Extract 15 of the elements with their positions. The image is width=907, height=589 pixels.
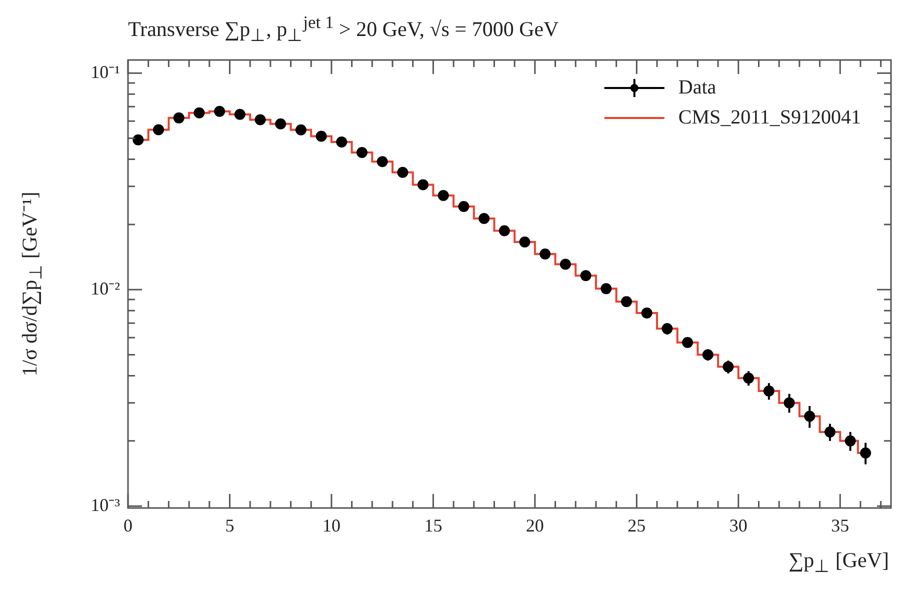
x-tick-label: 0	[124, 516, 132, 536]
x-tick-label: 10	[322, 516, 340, 536]
x-tick-label: 15	[424, 516, 442, 536]
x-tick-label: 25	[628, 516, 646, 536]
x-tick-label: 5	[225, 516, 234, 536]
y-tick-label: 10⁻³	[90, 494, 121, 515]
chart-title: Transverse ∑p$_{⊥}$, p$_{⊥}$$^{jet 1}$ > 20 GeV, √s = 7000 GeV	[128, 12, 559, 46]
x-tick-label: 20	[526, 516, 544, 536]
y-tick-label: 10⁻²	[90, 278, 120, 298]
legend-label: Data	[678, 76, 716, 98]
x-tick-label: 35	[831, 516, 850, 536]
x-tick-label: 30	[729, 516, 748, 536]
x-axis-title: ∑p$_{⊥}$ [GeV]	[788, 548, 889, 578]
legend-label: CMS_2011_S9120041	[678, 106, 862, 128]
y-tick-label: 10⁻¹	[90, 62, 120, 82]
